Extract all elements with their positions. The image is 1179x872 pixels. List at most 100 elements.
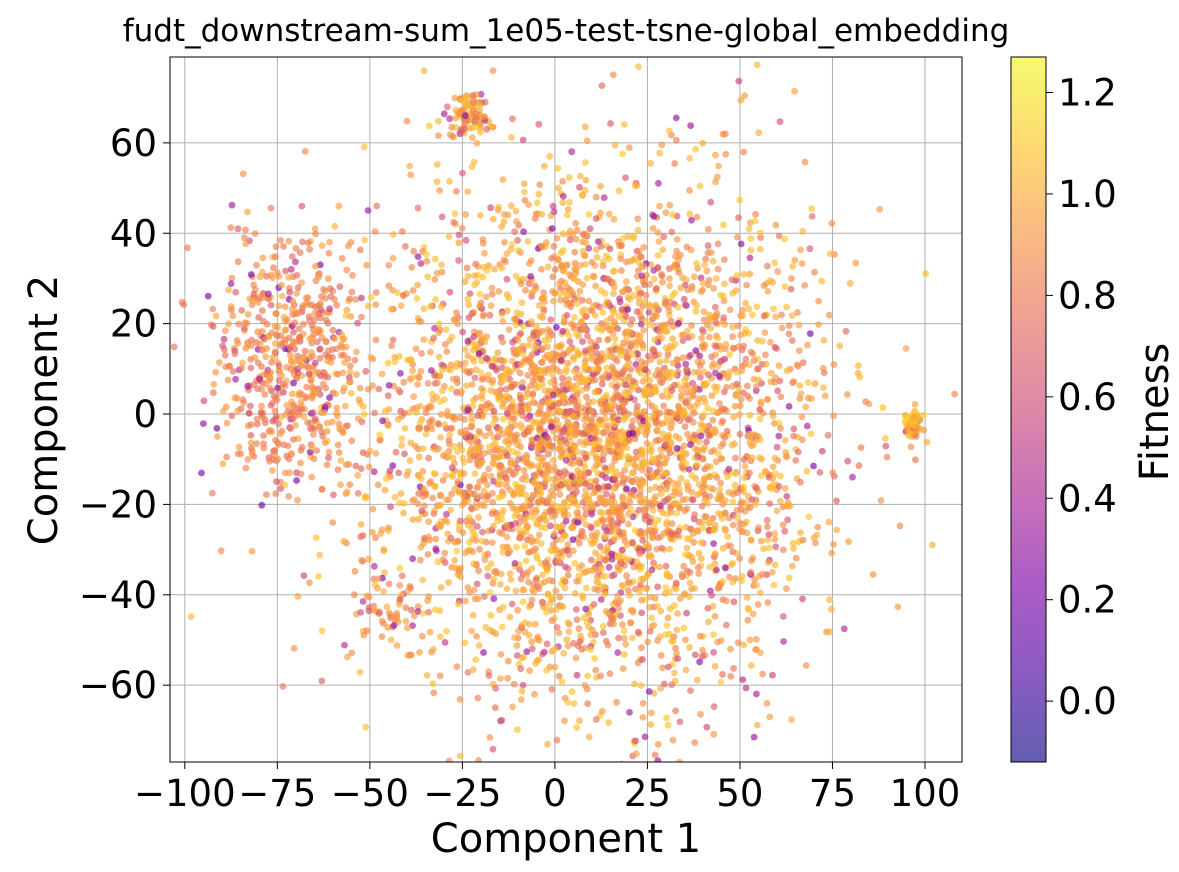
scatter-point [535, 329, 543, 337]
scatter-point [464, 669, 472, 676]
scatter-point [268, 359, 275, 366]
scatter-point [433, 178, 441, 186]
scatter-point [783, 493, 791, 500]
scatter-point [604, 275, 612, 283]
scatter-point [734, 343, 742, 351]
scatter-point [525, 201, 532, 209]
scatter-point [253, 261, 260, 269]
scatter-point [676, 504, 684, 512]
scatter-point [362, 723, 370, 731]
scatter-point [262, 380, 269, 388]
scatter-point [425, 608, 432, 616]
scatter-point [568, 688, 576, 695]
scatter-point [441, 421, 449, 428]
scatter-point [720, 314, 727, 322]
scatter-point [400, 409, 408, 417]
scatter-point [775, 232, 783, 240]
scatter-point [715, 581, 723, 589]
scatter-point [675, 268, 683, 276]
scatter-point [532, 340, 539, 348]
scatter-point [471, 595, 479, 603]
scatter-point [453, 547, 460, 555]
scatter-point [774, 387, 781, 395]
scatter-point [608, 432, 615, 439]
scatter-point [764, 536, 772, 544]
scatter-point [641, 298, 648, 305]
scatter-point [613, 370, 621, 377]
scatter-point [503, 482, 511, 490]
scatter-point [561, 510, 569, 518]
scatter-point [706, 473, 714, 481]
scatter-point [516, 533, 524, 541]
scatter-point [285, 273, 293, 281]
scatter-point [239, 170, 247, 178]
scatter-point [475, 642, 483, 649]
scatter-point [497, 570, 505, 578]
scatter-point [729, 382, 736, 390]
scatter-point [498, 264, 506, 272]
scatter-point [709, 416, 717, 424]
scatter-point [622, 381, 630, 389]
scatter-point [529, 390, 537, 397]
scatter-point [570, 444, 578, 452]
scatter-point [732, 470, 739, 478]
scatter-point [425, 518, 432, 526]
scatter-point [706, 519, 714, 527]
scatter-point [528, 461, 536, 469]
scatter-point [473, 484, 481, 491]
scatter-point [247, 439, 255, 447]
scatter-point [669, 211, 677, 219]
scatter-point [427, 303, 434, 310]
scatter-point [272, 253, 279, 260]
scatter-point [671, 261, 679, 268]
scatter-point [232, 288, 240, 296]
scatter-point [753, 581, 761, 589]
scatter-point [306, 245, 313, 253]
scatter-point [410, 247, 418, 255]
scatter-point [658, 334, 666, 342]
scatter-point [681, 449, 689, 457]
scatter-point [496, 471, 504, 479]
scatter-point [602, 556, 610, 564]
scatter-point [452, 114, 460, 122]
scatter-point [470, 397, 477, 404]
scatter-point [759, 670, 766, 678]
scatter-point [557, 407, 564, 415]
scatter-point [447, 424, 455, 432]
scatter-point [575, 625, 583, 632]
scatter-point [265, 290, 272, 298]
scatter-point [733, 514, 741, 521]
scatter-point [419, 445, 427, 452]
scatter-point [475, 757, 482, 762]
scatter-point [679, 411, 687, 419]
scatter-point [684, 396, 692, 404]
scatter-point [769, 463, 777, 471]
scatter-point [528, 565, 536, 572]
scatter-point [607, 324, 615, 332]
scatter-point [699, 524, 707, 532]
scatter-point [513, 543, 520, 551]
scatter-point [757, 589, 764, 597]
scatter-point [645, 688, 653, 695]
scatter-point [791, 87, 798, 95]
scatter-point [499, 403, 506, 410]
scatter-point [513, 642, 521, 650]
scatter-point [691, 739, 699, 746]
scatter-point [497, 675, 504, 682]
scatter-point [777, 393, 785, 401]
scatter-point [228, 412, 236, 420]
scatter-point [406, 583, 414, 590]
scatter-point [688, 471, 696, 479]
scatter-point [734, 639, 742, 647]
scatter-point [590, 398, 597, 406]
scatter-point [521, 619, 529, 627]
scatter-point [463, 382, 470, 389]
scatter-point [711, 550, 719, 557]
scatter-point [600, 451, 608, 459]
scatter-point [704, 405, 712, 412]
scatter-point [824, 431, 832, 439]
scatter-point [291, 345, 298, 353]
scatter-point [293, 357, 301, 364]
scatter-point [607, 467, 615, 475]
scatter-point [461, 278, 469, 286]
